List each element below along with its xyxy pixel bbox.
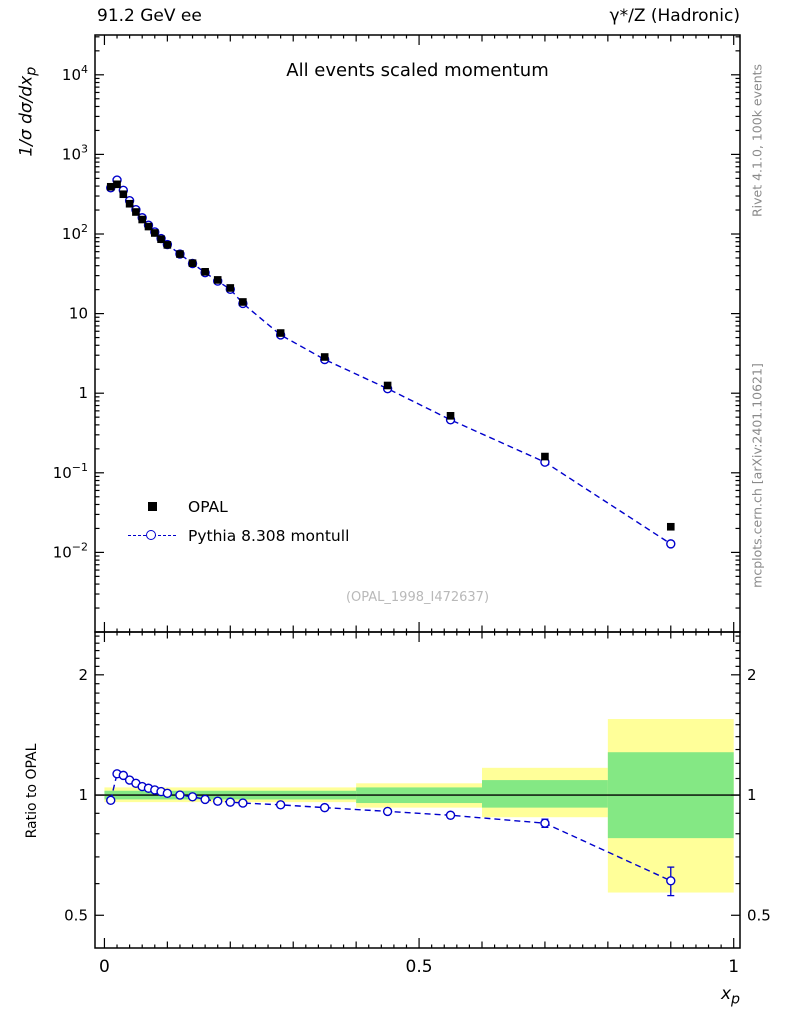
y-axis-label-ratio: Ratio to OPAL [24, 743, 40, 839]
opal-point [157, 235, 165, 244]
svg-text:10: 10 [69, 305, 88, 323]
opal-point [226, 284, 235, 292]
ratio-point [200, 794, 210, 805]
svg-text:1: 1 [78, 786, 88, 804]
opal-point [144, 222, 153, 231]
opal-point [213, 276, 222, 284]
svg-text:1: 1 [78, 384, 88, 402]
opal-point [666, 522, 675, 531]
ratio-point [213, 796, 223, 806]
x-axis-label: xp [721, 984, 740, 1007]
opal-point [106, 182, 115, 191]
opal-point [239, 298, 247, 306]
pythia-line [110, 178, 672, 545]
opal-point [113, 180, 121, 189]
ratio-point [540, 818, 550, 828]
analysis-id-watermark: (OPAL_1998_I472637) [345, 590, 490, 605]
svg-text:0.5: 0.5 [406, 957, 433, 977]
pythia-point [666, 539, 676, 549]
svg-text:2: 2 [747, 666, 757, 684]
opal-point [163, 241, 172, 249]
y-axis-label-main: 1/σ dσ/dxp [16, 27, 39, 197]
svg-text:2: 2 [78, 666, 88, 684]
svg-text:103: 103 [62, 142, 88, 163]
opal-marker-icon [128, 501, 176, 513]
opal-point [150, 229, 159, 237]
ratio-point [275, 800, 286, 810]
svg-text:0.5: 0.5 [747, 906, 771, 924]
svg-text:10−1: 10−1 [53, 461, 88, 482]
rivet-version-label: Rivet 4.1.0, 100k events [749, 63, 765, 218]
legend-label-pythia: Pythia 8.308 montull [188, 526, 350, 545]
x-axis-label-text: x [720, 984, 731, 1004]
ratio-point [106, 795, 116, 806]
ratio-point [238, 798, 248, 808]
ratio-point [445, 810, 456, 820]
svg-text:104: 104 [62, 63, 88, 84]
svg-text:1: 1 [728, 957, 739, 977]
y-axis-label-text: 1/σ dσ/dx [16, 75, 37, 157]
ratio-point [118, 770, 129, 781]
ratio-series [106, 769, 676, 897]
opal-point [446, 412, 455, 420]
pythia-marker-icon [128, 529, 176, 542]
opal-point [176, 250, 184, 258]
opal-point [188, 259, 197, 267]
ratio-point [319, 802, 330, 813]
process-title: γ*/Z (Hadronic) [609, 6, 740, 26]
ratio-point [382, 806, 393, 817]
x-axis-label-sub: p [731, 991, 740, 1008]
legend: OPAL Pythia 8.308 montull [128, 492, 349, 550]
y-axis-label-sub: p [23, 66, 40, 76]
beam-energy-title: 91.2 GeV ee [97, 6, 202, 26]
ratio-point [225, 797, 235, 807]
opal-point [138, 215, 146, 224]
ratio-point [162, 788, 173, 799]
mcplots-reference-label: mcplots.cern.ch [arXiv:2401.10621] [749, 363, 765, 588]
svg-text:0: 0 [99, 957, 110, 977]
legend-label-opal: OPAL [188, 497, 228, 516]
ratio-panel-frame [94, 631, 741, 949]
opal-series [106, 180, 675, 531]
band-green [482, 780, 608, 808]
ratio-point [666, 876, 676, 886]
plot-title: All events scaled momentum [286, 60, 549, 81]
legend-item-opal: OPAL [128, 492, 349, 521]
opal-point [132, 208, 140, 216]
svg-text:1: 1 [747, 786, 757, 804]
legend-item-pythia: Pythia 8.308 montull [128, 521, 349, 550]
opal-point [201, 268, 209, 276]
panel-frames [94, 34, 741, 949]
ratio-point [187, 792, 198, 802]
opal-point [320, 353, 329, 361]
opal-point [541, 452, 549, 461]
opal-point [119, 190, 128, 199]
opal-point [383, 381, 392, 390]
svg-text:10−2: 10−2 [53, 540, 88, 561]
opal-point [125, 199, 134, 208]
ratio-point [175, 790, 185, 800]
opal-point [276, 329, 285, 337]
svg-text:0.5: 0.5 [64, 906, 88, 924]
svg-text:102: 102 [62, 222, 88, 243]
